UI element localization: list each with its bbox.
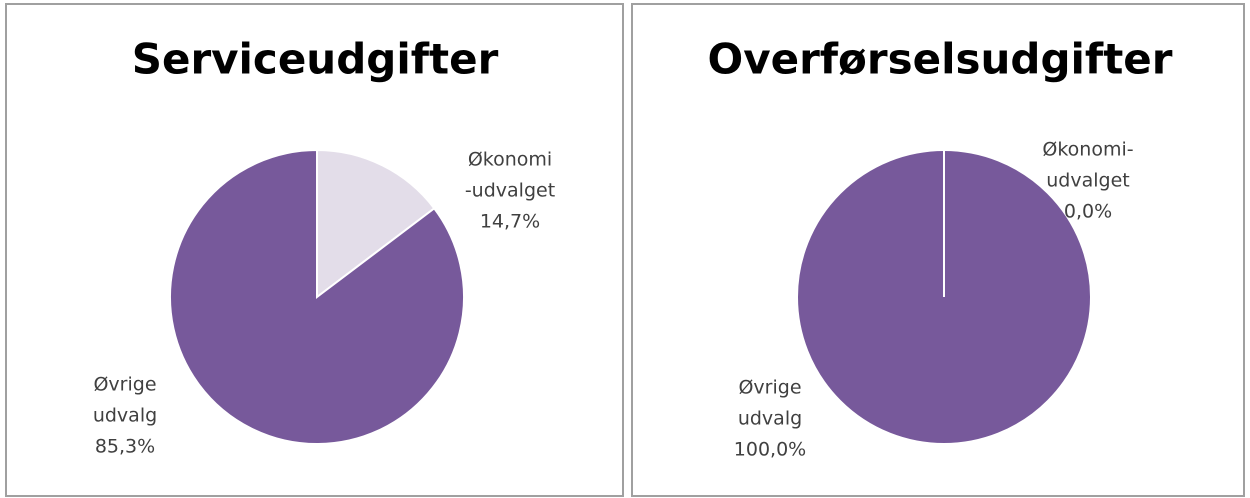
slice-value-label: 14,7% xyxy=(480,211,540,233)
chart-title: Serviceudgifter xyxy=(132,35,499,84)
slice-label: udvalget xyxy=(1046,170,1129,192)
slice-label: Økonomi- xyxy=(1042,139,1133,161)
pie-slice xyxy=(169,148,465,445)
slice-value-label: 0,0% xyxy=(1064,201,1112,223)
slice-value-label: 100,0% xyxy=(734,439,806,461)
slice-label: udvalg xyxy=(93,405,157,427)
slice-label: udvalg xyxy=(738,408,802,430)
slice-label: -udvalget xyxy=(465,180,555,202)
pie-slice xyxy=(316,148,436,300)
slice-label: Øvrige xyxy=(93,374,156,396)
chart-title: Overførselsudgifter xyxy=(708,35,1173,84)
slice-label: Øvrige xyxy=(738,377,801,399)
slice-label: Økonomi xyxy=(468,149,552,171)
slice-value-label: 85,3% xyxy=(95,436,155,458)
